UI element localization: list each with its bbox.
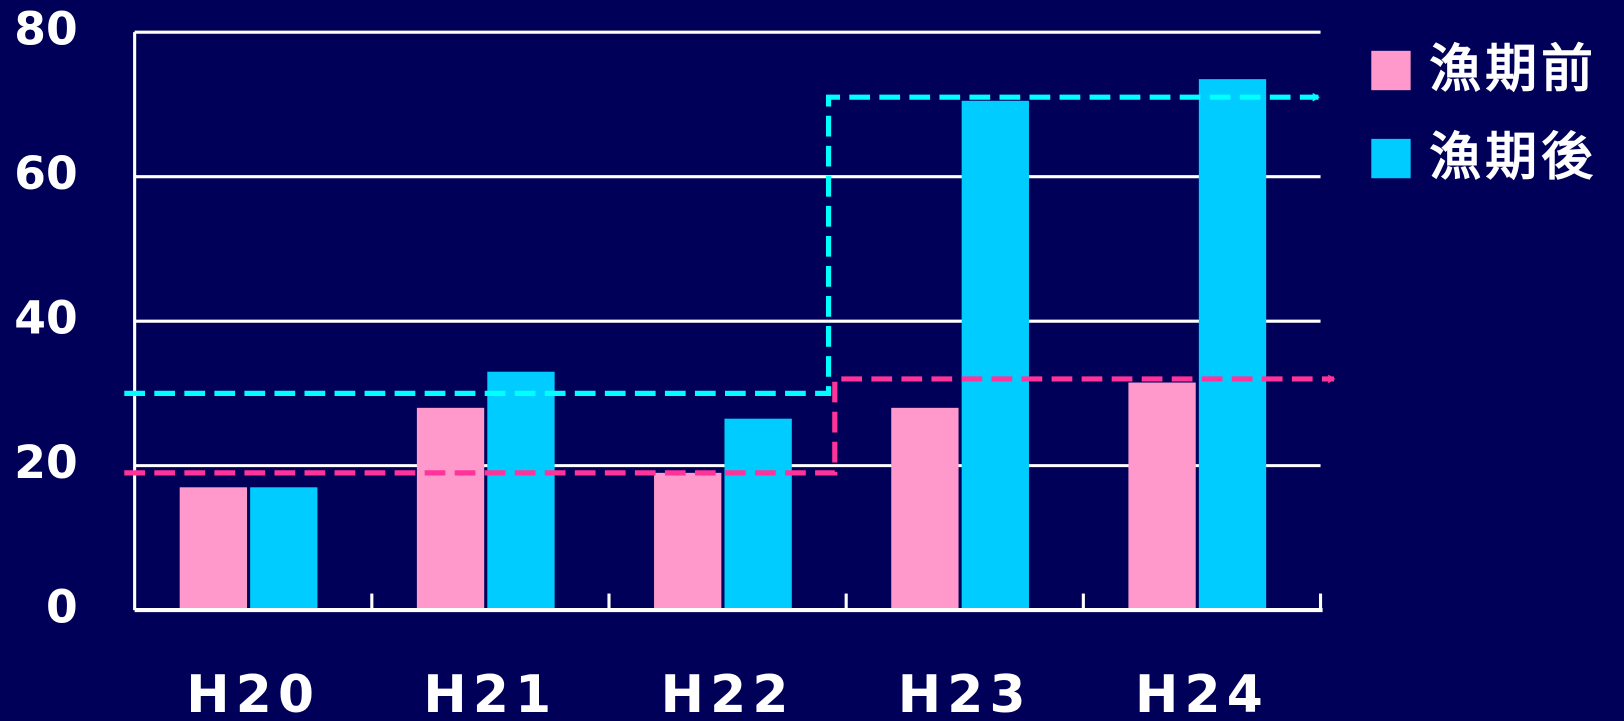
bar bbox=[724, 418, 792, 611]
step-line bbox=[124, 374, 1336, 476]
legend-swatch bbox=[1371, 138, 1411, 179]
bar bbox=[487, 371, 555, 611]
x-tick-label: H22 bbox=[661, 665, 795, 721]
bar bbox=[654, 472, 722, 611]
bar bbox=[891, 407, 959, 611]
x-tick-label: H21 bbox=[423, 665, 557, 721]
y-tick-label: 60 bbox=[14, 147, 77, 200]
y-tick-label: 0 bbox=[46, 581, 78, 634]
legend-label: 漁期後 bbox=[1429, 128, 1597, 188]
step-line bbox=[124, 92, 1320, 396]
bar bbox=[961, 100, 1029, 611]
bar bbox=[179, 487, 248, 611]
legend-label: 漁期前 bbox=[1429, 40, 1597, 100]
bar bbox=[1128, 382, 1196, 611]
x-tick-label: H24 bbox=[1135, 665, 1269, 721]
legend-swatch bbox=[1371, 50, 1411, 91]
x-tick-label: H23 bbox=[898, 665, 1032, 721]
y-tick-label: 80 bbox=[14, 3, 77, 56]
y-tick-label: 20 bbox=[14, 436, 77, 489]
bar bbox=[250, 487, 318, 611]
bar bbox=[1198, 79, 1267, 611]
x-tick-label: H20 bbox=[186, 665, 320, 721]
y-tick-label: 40 bbox=[14, 292, 77, 345]
bar bbox=[416, 407, 485, 611]
